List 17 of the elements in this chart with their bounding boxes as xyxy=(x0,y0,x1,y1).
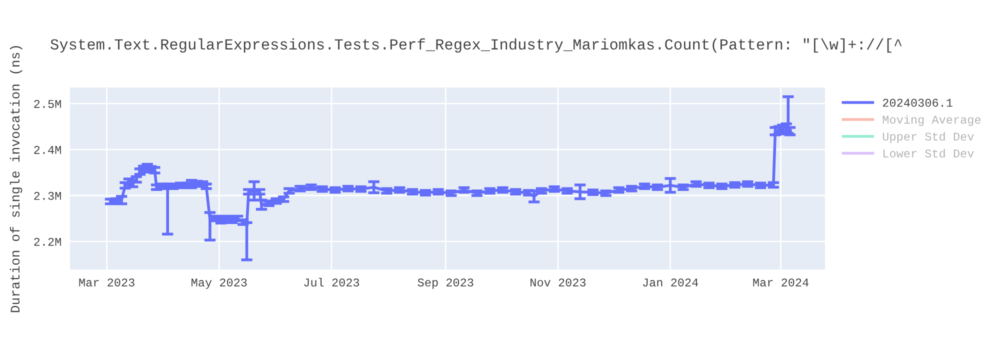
x-tick-label: Jan 2024 xyxy=(642,278,698,287)
legend-label: Moving Average xyxy=(882,115,981,126)
y-axis-title: Duration of single invocation (ns) xyxy=(10,46,22,312)
x-tick-label: Nov 2023 xyxy=(530,278,586,287)
y-tick-label: 2.4M xyxy=(34,146,61,154)
legend-label: 20240306.1 xyxy=(882,98,952,107)
chart-title: System.Text.RegularExpressions.Tests.Perf_Regex_Industry_Mariomkas.Count(Pattern: "[\w]+://[^ xyxy=(50,38,902,53)
y-tick-label: 2.3M xyxy=(34,192,61,200)
x-tick-label: May 2023 xyxy=(192,278,247,289)
legend-label: Lower Std Dev xyxy=(884,148,974,158)
y-tick-label: 2.2M xyxy=(34,238,61,246)
x-tick-label: Sep 2023 xyxy=(418,278,474,289)
x-tick-label: Mar 2024 xyxy=(753,278,809,287)
x-tick-label: Mar 2023 xyxy=(79,278,134,287)
y-tick-label: 2.5M xyxy=(34,100,61,108)
legend-label: Upper Std Dev xyxy=(882,132,974,143)
x-tick-label: Jul 2023 xyxy=(304,278,360,287)
